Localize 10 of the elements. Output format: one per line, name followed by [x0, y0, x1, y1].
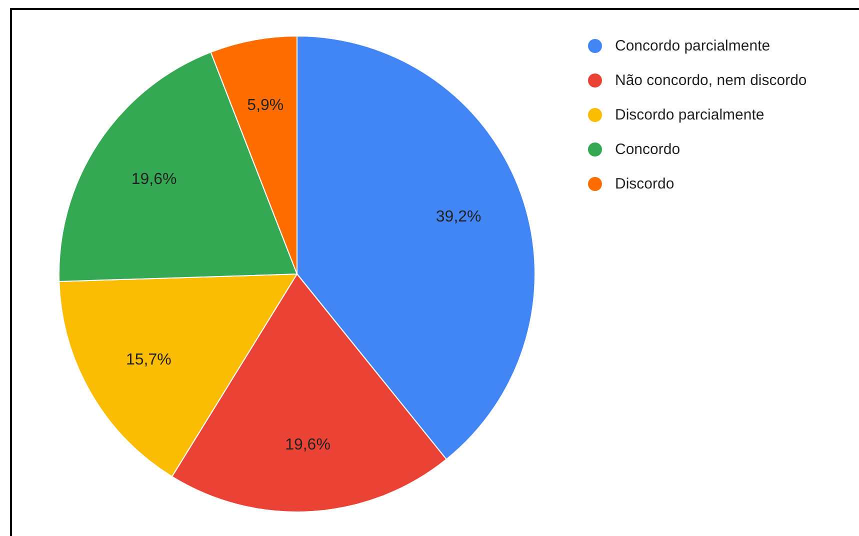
- data-label: 19,6%: [285, 436, 330, 454]
- data-label: 39,2%: [436, 208, 482, 226]
- data-label: 15,7%: [126, 351, 172, 368]
- data-label: 19,6%: [131, 170, 177, 188]
- legend-label: Não concordo, nem discordo: [615, 72, 807, 89]
- legend-label: Concordo: [615, 141, 680, 158]
- legend-label: Concordo parcialmente: [615, 38, 770, 54]
- data-label: 5,9%: [247, 97, 284, 114]
- legend-label: Discordo: [615, 176, 674, 192]
- legend-label: Discordo parcialmente: [615, 106, 764, 124]
